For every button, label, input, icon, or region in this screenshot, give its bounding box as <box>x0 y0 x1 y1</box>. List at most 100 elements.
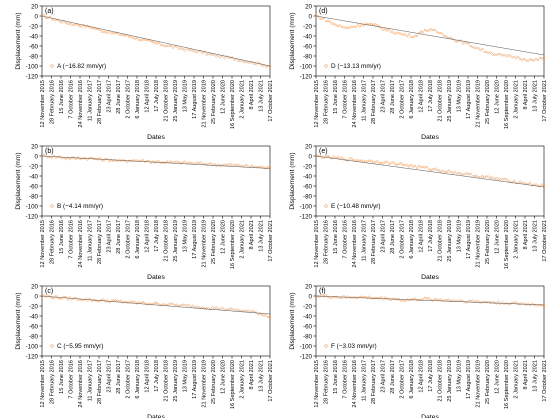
y-tick-label: 20 <box>31 3 38 10</box>
x-tick-label: 17 October 2021 <box>542 220 548 262</box>
data-point <box>169 302 173 305</box>
data-point <box>173 160 176 164</box>
data-point <box>126 34 129 37</box>
data-point <box>78 24 81 27</box>
data-point <box>318 295 322 298</box>
x-tick-label: 13 July 2021 <box>533 220 539 252</box>
data-point <box>497 52 500 56</box>
data-point <box>66 22 69 25</box>
data-point <box>411 35 415 39</box>
x-tick-label: 2 October 2017 <box>400 80 406 119</box>
x-tick-label: 21 November 2019 <box>476 360 482 408</box>
data-point <box>76 298 79 301</box>
data-point <box>346 26 349 30</box>
data-point <box>457 171 460 175</box>
trend-line <box>315 295 545 306</box>
data-point <box>58 20 61 23</box>
data-point <box>517 55 520 59</box>
data-point <box>336 156 339 159</box>
x-tick-label: 25 February 2020 <box>211 360 217 404</box>
x-tick-label: 25 February 2020 <box>485 80 491 124</box>
data-point <box>80 25 83 28</box>
x-tick-label: 28 February 2017 <box>371 360 377 404</box>
x-tick-label: 17 July 2018 <box>154 360 160 392</box>
data-point <box>137 301 141 304</box>
x-tick-label: 21 October 2018 <box>164 360 170 402</box>
data-point <box>231 164 234 167</box>
data-point <box>532 183 536 186</box>
data-point <box>203 162 206 165</box>
data-point <box>211 163 214 167</box>
data-point <box>153 301 157 304</box>
data-point <box>423 28 427 32</box>
data-point <box>264 65 268 68</box>
y-tick-label: 0 <box>35 13 39 20</box>
x-tick-label: 28 February 2016 <box>324 220 330 264</box>
data-point <box>523 181 526 184</box>
data-point <box>217 163 220 166</box>
data-point <box>130 160 133 163</box>
data-point <box>245 309 248 313</box>
data-point <box>406 34 409 38</box>
data-point <box>467 299 470 303</box>
data-point <box>328 20 332 23</box>
data-point <box>433 28 437 32</box>
data-point <box>475 174 478 177</box>
data-point <box>342 26 345 29</box>
data-point <box>495 53 498 56</box>
data-point <box>431 168 435 171</box>
data-point <box>241 59 244 62</box>
data-point <box>443 170 447 173</box>
data-point <box>433 297 437 301</box>
data-point <box>459 299 462 302</box>
legend-label: D (−13.13 mm/yr) <box>331 63 381 70</box>
data-point <box>268 65 272 68</box>
data-point <box>477 47 480 50</box>
data-point <box>243 165 246 168</box>
x-tick-label: 6 January 2018 <box>409 220 415 259</box>
data-point <box>251 164 254 167</box>
data-point <box>404 163 407 167</box>
x-tick-label: 12 June 2020 <box>221 80 227 114</box>
data-point <box>528 181 532 184</box>
data-point <box>181 161 184 164</box>
x-tick-label: 12 November 2015 <box>314 360 320 408</box>
chart-panel-2: (b) 20 0 -20 -40 -60 -80 -100 -120 Displacement (… <box>15 143 274 281</box>
x-tick-label: 8 April 2021 <box>523 360 529 390</box>
data-point <box>241 310 244 313</box>
x-tick-label: 25 February 2020 <box>211 80 217 124</box>
x-tick-label: 12 November 2015 <box>40 80 46 128</box>
data-point <box>447 169 450 172</box>
x-tick-label: 2 October 2017 <box>126 80 132 119</box>
data-point <box>213 163 216 166</box>
data-point <box>66 156 69 159</box>
data-point <box>461 42 464 45</box>
data-point <box>223 57 226 60</box>
x-tick-label: 16 September 2020 <box>504 80 510 129</box>
data-point <box>211 306 214 309</box>
panel-label: (a) <box>45 8 54 15</box>
data-point <box>189 48 192 51</box>
data-point <box>384 160 387 163</box>
data-point <box>52 296 56 300</box>
data-point <box>199 161 202 164</box>
data-point <box>499 302 502 305</box>
x-axis-label: Dates <box>421 274 439 281</box>
data-point <box>124 34 127 37</box>
data-point <box>260 165 264 168</box>
data-point <box>402 163 405 167</box>
y-axis-label: Displacement (mm) <box>289 292 296 349</box>
data-point <box>324 294 328 297</box>
data-point <box>507 54 510 57</box>
data-point <box>364 295 367 299</box>
data-point <box>429 168 433 172</box>
data-point <box>346 295 349 298</box>
data-point <box>195 305 198 308</box>
x-tick-label: 28 June 2017 <box>116 80 122 114</box>
data-point <box>509 302 512 306</box>
data-point <box>386 160 389 163</box>
data-point <box>181 48 184 51</box>
data-point <box>221 306 224 309</box>
data-point <box>380 161 383 165</box>
